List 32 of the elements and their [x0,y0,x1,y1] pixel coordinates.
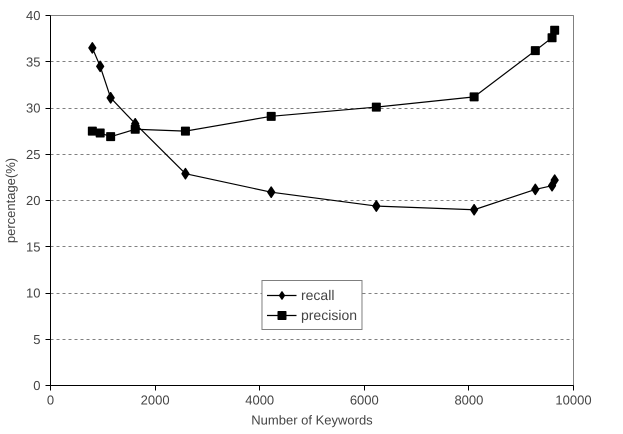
x-tick-label: 2000 [140,392,170,408]
y-tick-label: 10 [26,286,41,300]
y-tick-label: 40 [26,8,41,23]
y-tick-label: 15 [26,239,41,254]
point [550,26,560,35]
x-tick-label: 0 [46,392,54,408]
legend-label: recall [300,287,334,303]
point [88,42,97,54]
point [470,204,478,216]
y-tick-label: 25 [26,146,41,162]
point [96,128,105,138]
x-tick-label: 10000 [555,392,592,408]
x-tick-label: 4000 [245,392,274,408]
y-tick-label: 30 [26,100,41,116]
x-tick-label: 6000 [350,392,379,408]
point [130,124,140,134]
point [180,126,190,136]
x-axis-title: Number of Keywords [251,412,374,428]
point [530,46,540,56]
point [470,92,479,102]
y-tick-label: 0 [33,378,41,393]
point [106,132,116,142]
y-axis-title: percentage(%) [3,158,18,244]
y-tick-label: 35 [26,54,41,70]
point [372,102,381,112]
legend-label: precision [300,307,358,323]
y-tick-label: 5 [33,332,41,347]
point [181,168,190,180]
y-tick-label: 20 [26,193,41,208]
x-tick-label: 8000 [454,392,484,408]
point [106,92,115,104]
point [266,112,276,121]
